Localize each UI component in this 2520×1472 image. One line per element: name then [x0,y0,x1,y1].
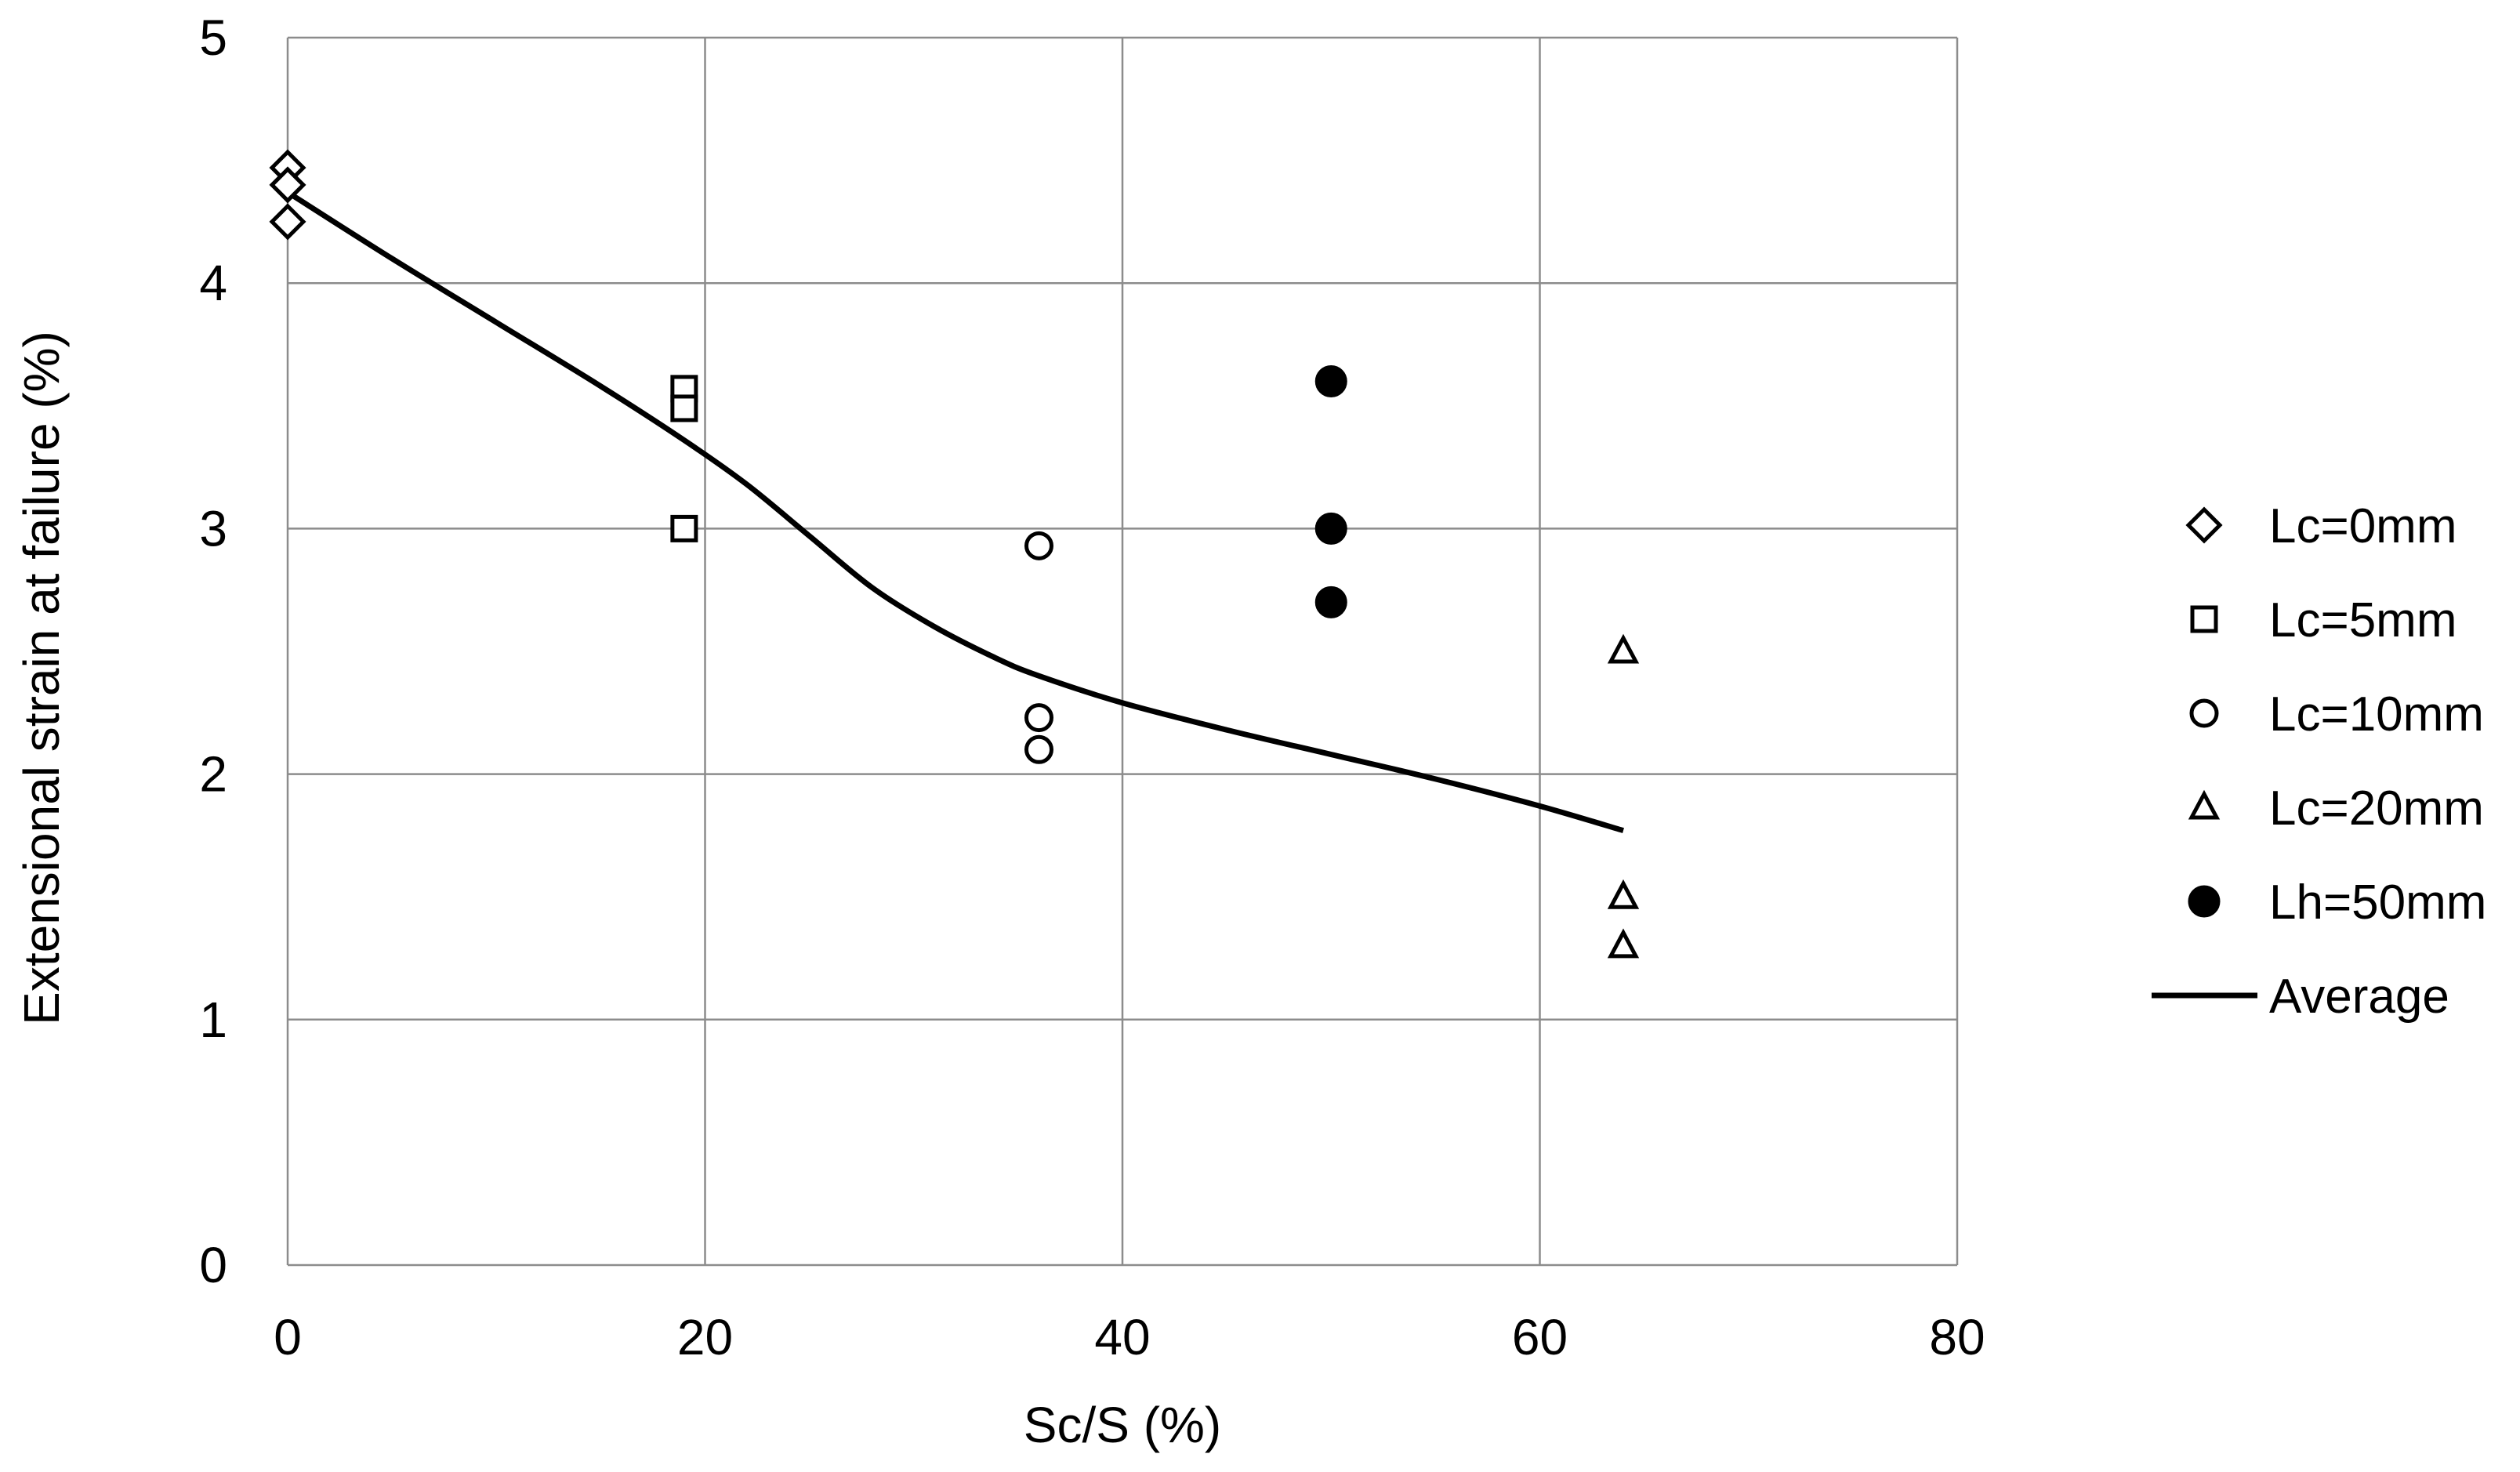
legend-marker-lc-5mm [2190,605,2218,633]
point-lh-50mm-2 [1314,586,1347,618]
legend-marker-lh-50mm [2188,885,2221,918]
point-lh-50mm-1 [1314,512,1347,545]
legend-label-average: Average [2269,970,2449,1024]
y-tick-label-0: 0 [199,1237,227,1293]
point-lc-20mm-1 [1607,879,1640,909]
legend-label-lc-0mm: Lc=0mm [2269,499,2457,553]
grid [286,36,1959,1267]
x-tick-label-1: 20 [677,1309,733,1365]
legend-marker-lc-0mm [2185,506,2223,544]
legend-marker-lc-20mm [2188,789,2221,820]
y-tick-label-1: 1 [199,992,227,1048]
legend-label-lc-5mm: Lc=5mm [2269,593,2457,647]
y-tick-label-3: 3 [199,500,227,557]
y-tick-label-5: 5 [199,9,227,66]
point-lc-0mm-1 [269,166,306,204]
tick-labels: 0 1 2 3 4 5 0 20 40 60 80 [199,9,1985,1365]
point-lc-5mm-1 [670,394,698,422]
legend-label-lh-50mm: Lh=50mm [2269,876,2486,930]
legend-marker-lc-10mm [2189,698,2219,728]
x-tick-label-4: 80 [1929,1309,1985,1365]
point-lc-10mm-2 [1024,734,1053,764]
y-tick-label-2: 2 [199,746,227,803]
y-axis-title: Extensional strain at failure (%) [13,331,70,1025]
point-lc-0mm-2 [269,203,306,241]
point-lc-20mm-2 [1607,928,1640,959]
point-lc-20mm-0 [1607,633,1640,664]
average-line-group [286,190,1624,833]
legend: Lc=0mm Lc=5mm Lc=10mm Lc=20mm Lh=50mm Average [2152,499,2486,1024]
point-lc-10mm-1 [1024,703,1053,733]
legend-label-lc-20mm: Lc=20mm [2269,781,2484,836]
x-tick-label-2: 40 [1094,1309,1150,1365]
average-line [286,190,1624,833]
point-lc-10mm-0 [1024,531,1053,560]
markers [269,149,1640,959]
y-tick-label-4: 4 [199,255,227,311]
x-tick-label-0: 0 [274,1309,302,1365]
point-lh-50mm-0 [1314,364,1347,397]
x-tick-label-3: 60 [1512,1309,1568,1365]
x-axis-title: Sc/S (%) [1024,1397,1221,1453]
point-lc-5mm-2 [670,514,698,542]
legend-label-lc-10mm: Lc=10mm [2269,687,2484,741]
